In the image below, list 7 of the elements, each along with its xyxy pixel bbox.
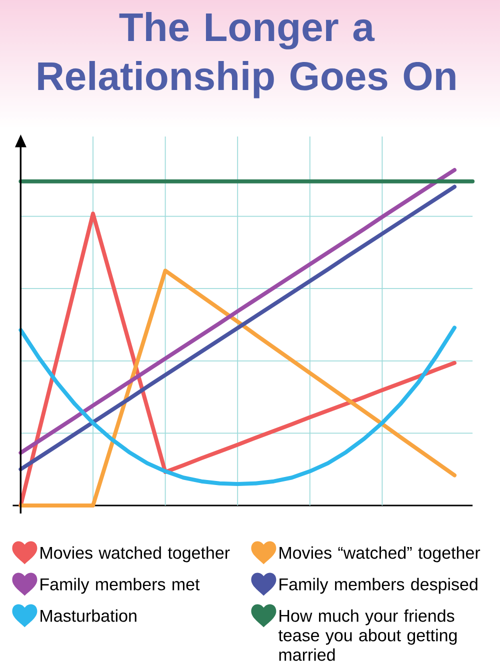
legend-label: Movies “watched” together xyxy=(280,546,480,562)
legend-label: How much your friends tease you about getting married xyxy=(278,609,457,661)
chart-title: The Longer a Relationship Goes On xyxy=(38,12,456,98)
legend-label: Family members despised xyxy=(280,578,478,594)
legend-label: Movies watched together xyxy=(40,546,230,562)
legend-label: Family members met xyxy=(40,578,200,594)
legend-label: Masturbation xyxy=(40,609,136,622)
